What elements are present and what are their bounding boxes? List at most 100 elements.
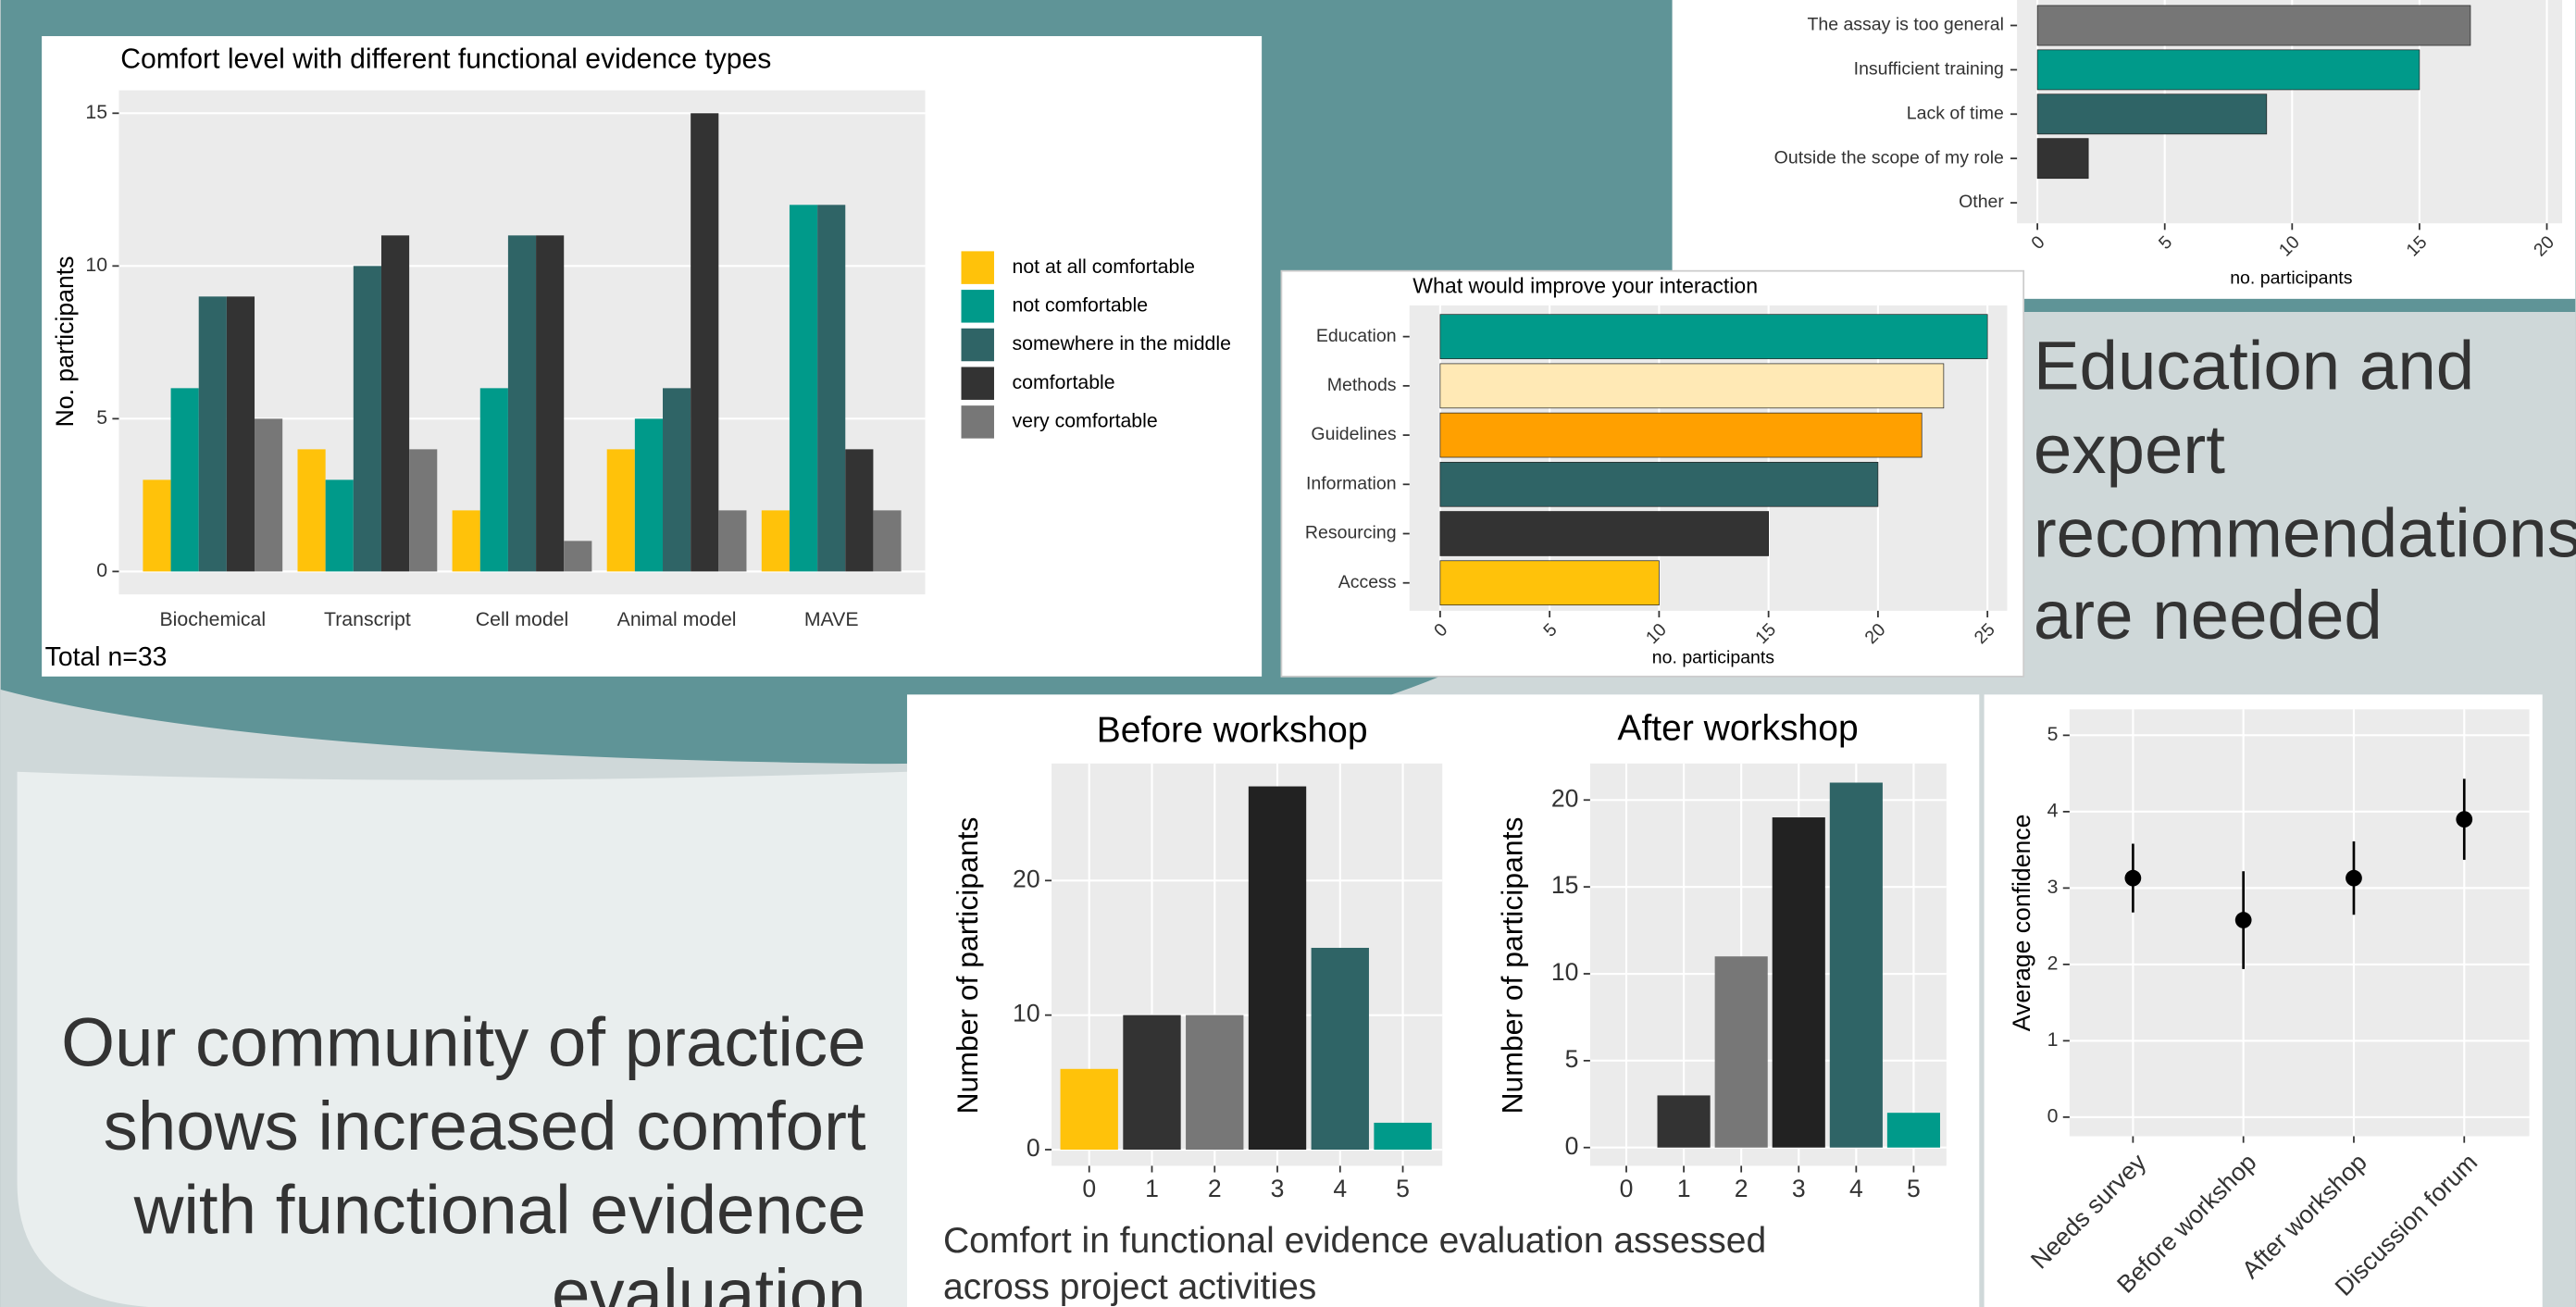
bar	[536, 235, 565, 572]
x-tick-label: 5	[1907, 1175, 1921, 1202]
bar	[325, 479, 354, 572]
bar	[789, 205, 818, 572]
x-tick-label: 3	[1271, 1175, 1285, 1202]
y-tick-label: 3	[2047, 876, 2059, 898]
bar	[2036, 49, 2420, 91]
bar	[2036, 5, 2471, 46]
caption: Comfort in functional evidence evaluatio…	[943, 1221, 1766, 1261]
bar	[380, 235, 410, 572]
chart-title: What would improve your interaction	[1412, 274, 1758, 298]
y-tick-label: Outside the scope of my role	[1774, 147, 2004, 168]
y-tick-label: The assay is too general	[1807, 15, 2003, 35]
heading-line: expert	[2034, 411, 2225, 488]
chart-title: Comfort level with different functional …	[120, 44, 771, 75]
legend-label: somewhere in the middle	[1012, 332, 1230, 355]
heading-line: with functional evidence	[133, 1171, 866, 1248]
x-axis-label: no. participants	[2230, 268, 2352, 289]
bar	[1439, 314, 1988, 359]
caption: across project activities	[943, 1267, 1316, 1307]
legend-label: comfortable	[1012, 371, 1114, 393]
y-tick-label: 5	[96, 406, 107, 429]
bar	[1829, 782, 1883, 1148]
x-tick-label: 2	[1735, 1175, 1748, 1202]
x-tick-label: 3	[1792, 1175, 1806, 1202]
point	[2456, 811, 2473, 828]
x-tick-label: 2	[1208, 1175, 1222, 1202]
y-tick-label: Guidelines	[1311, 424, 1396, 444]
y-axis-label: No. participants	[51, 256, 79, 428]
y-tick-label: 0	[96, 559, 107, 581]
bar	[1439, 461, 1879, 507]
bar	[479, 388, 508, 572]
bar	[409, 449, 438, 572]
y-tick-label: Methods	[1327, 375, 1397, 395]
legend-swatch	[961, 290, 994, 323]
annotation: Total n=33	[45, 642, 168, 672]
heading-line: are needed	[2034, 577, 2383, 654]
y-tick-label: 20	[1551, 784, 1579, 812]
y-axis-label: Average confidence	[2008, 815, 2035, 1032]
bar	[1772, 817, 1825, 1148]
point	[2124, 869, 2142, 887]
heading-line: shows increased comfort	[104, 1088, 866, 1164]
x-tick-label: 0	[1620, 1175, 1634, 1202]
plot-panel	[1589, 763, 1947, 1166]
legend-swatch	[961, 251, 994, 284]
x-tick-label: Transcript	[324, 608, 411, 630]
x-tick-label: 1	[1677, 1175, 1691, 1202]
bar	[170, 388, 199, 572]
bar	[606, 449, 635, 572]
bar	[353, 266, 381, 572]
bar	[507, 235, 537, 572]
legend-label: very comfortable	[1012, 410, 1157, 432]
legend-swatch	[961, 367, 994, 400]
bar	[226, 296, 255, 572]
bar	[1439, 511, 1770, 556]
bar	[634, 418, 664, 572]
bar	[873, 510, 902, 572]
bar	[1060, 1068, 1118, 1151]
y-tick-label: 0	[2047, 1105, 2059, 1127]
y-tick-label: 4	[2047, 799, 2059, 821]
chart-title: Before workshop	[1097, 710, 1368, 750]
x-tick-label: 4	[1849, 1175, 1863, 1202]
bar	[1374, 1122, 1432, 1151]
bar	[143, 479, 171, 572]
legend-swatch	[961, 405, 994, 439]
bar	[297, 449, 326, 572]
y-tick-label: 2	[2047, 952, 2059, 975]
heading-left: Our community of practice shows increase…	[61, 1003, 866, 1307]
plot-panel	[2069, 709, 2530, 1137]
legend-label: not comfortable	[1012, 293, 1148, 316]
bar	[1657, 1095, 1711, 1148]
y-tick-label: 5	[2047, 723, 2059, 745]
y-tick-label: 15	[1551, 871, 1579, 899]
bar	[452, 510, 480, 572]
legend-swatch	[961, 328, 994, 362]
bar	[1439, 412, 1923, 458]
y-tick-label: Resourcing	[1305, 523, 1397, 543]
y-tick-label: Lack of time	[1907, 103, 2004, 123]
y-axis-label: Number of participants	[1496, 817, 1529, 1114]
bar	[1123, 1014, 1181, 1151]
point	[2346, 869, 2362, 887]
bar	[2036, 93, 2268, 135]
y-axis-label: Number of participants	[951, 817, 984, 1114]
x-axis-label: no. participants	[1652, 647, 1774, 667]
y-tick-label: Education	[1316, 326, 1397, 346]
bar	[1439, 560, 1660, 606]
y-tick-label: Other	[1959, 192, 2004, 212]
x-tick-label: Animal model	[617, 608, 737, 630]
bar	[255, 418, 283, 572]
bar	[564, 541, 592, 572]
y-tick-label: 0	[1027, 1134, 1040, 1162]
bar	[1439, 363, 1945, 409]
bar	[198, 296, 227, 572]
bar	[761, 510, 790, 572]
x-tick-label: Cell model	[476, 608, 568, 630]
x-tick-label: MAVE	[804, 608, 859, 630]
heading-line: Education and	[2034, 328, 2474, 405]
point	[2234, 912, 2252, 928]
